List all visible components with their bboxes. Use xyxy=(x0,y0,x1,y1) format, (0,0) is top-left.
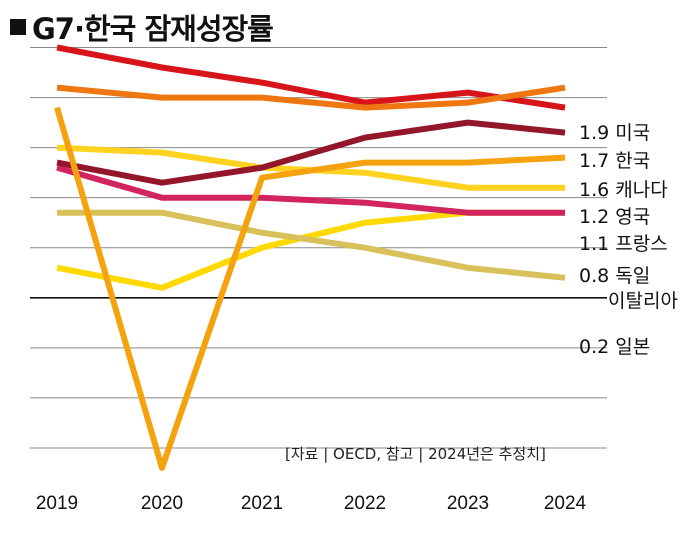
series-line-이탈리아 xyxy=(56,209,565,291)
series-line-영국 xyxy=(54,106,566,471)
x-tick-label: 2023 xyxy=(447,493,489,514)
x-tick-label: 2020 xyxy=(141,493,183,514)
series-end-label: 0.2 일본 xyxy=(579,336,650,358)
source-note: [자료 | OECD, 참고 | 2024년은 추정치] xyxy=(285,445,546,463)
series-line-캐나다 xyxy=(56,119,566,186)
series-line-독일 xyxy=(56,164,565,216)
x-tick-label: 2024 xyxy=(544,493,587,514)
series-end-label: 1.1 프랑스 xyxy=(579,233,668,255)
series-line-일본 xyxy=(57,209,566,281)
series-end-label: 1.2 영국 xyxy=(579,206,650,228)
chart-title: G7·한국 잠재성장률 xyxy=(32,12,274,46)
x-tick-label: 2019 xyxy=(36,493,78,514)
series-line-미국 xyxy=(56,44,566,111)
chart-title-block: G7·한국 잠재성장률 xyxy=(10,6,274,48)
series-end-label: 0.8 독일 xyxy=(579,265,650,287)
series-end-label: 1.9 미국 xyxy=(579,122,650,144)
x-tick-label: 2022 xyxy=(344,493,386,514)
title-bullet-square xyxy=(10,19,26,35)
series-end-label: 1.6 캐나다 xyxy=(579,179,668,201)
series-line-한국 xyxy=(56,84,566,111)
series-end-label: 1.7 한국 xyxy=(579,150,650,172)
x-tick-label: 2021 xyxy=(241,493,283,514)
series-end-label: 이탈리아 xyxy=(608,290,678,312)
